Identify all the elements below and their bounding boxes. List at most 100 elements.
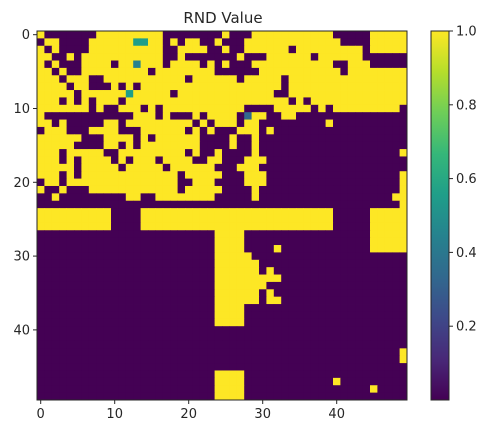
heatmap-cell bbox=[74, 38, 82, 47]
heatmap-cell bbox=[155, 363, 164, 371]
heatmap-cell bbox=[325, 104, 334, 113]
heatmap-cell bbox=[355, 31, 363, 39]
heatmap-cell bbox=[185, 149, 193, 157]
heatmap-cell bbox=[155, 112, 164, 120]
heatmap-cell bbox=[310, 126, 319, 135]
heatmap-cell bbox=[236, 90, 245, 98]
heatmap-cell bbox=[377, 333, 386, 342]
heatmap-cell bbox=[214, 53, 223, 61]
heatmap-cell bbox=[37, 82, 45, 91]
heatmap-cell bbox=[155, 193, 164, 202]
heatmap-cell bbox=[81, 185, 90, 194]
heatmap-cell bbox=[222, 296, 230, 305]
heatmap-cell bbox=[281, 392, 289, 401]
heatmap-cell bbox=[140, 171, 149, 179]
heatmap-cell bbox=[347, 163, 356, 172]
heatmap-cell bbox=[177, 75, 186, 84]
heatmap-cell bbox=[170, 45, 178, 54]
heatmap-cell bbox=[111, 252, 119, 261]
heatmap-cell bbox=[162, 281, 171, 290]
heatmap-cell bbox=[66, 348, 75, 357]
heatmap-cell bbox=[236, 200, 245, 209]
heatmap-cell bbox=[118, 141, 127, 150]
heatmap-cell bbox=[303, 340, 312, 349]
heatmap-cell bbox=[244, 75, 252, 84]
heatmap-cell bbox=[74, 252, 82, 261]
heatmap-cell bbox=[273, 289, 282, 298]
heatmap-cell bbox=[251, 245, 260, 253]
heatmap-cell bbox=[362, 340, 371, 349]
heatmap-cell bbox=[251, 340, 260, 349]
heatmap-cell bbox=[148, 252, 156, 261]
heatmap-cell bbox=[229, 90, 238, 98]
heatmap-cell bbox=[133, 289, 141, 298]
heatmap-cell bbox=[318, 156, 326, 165]
heatmap-cell bbox=[281, 208, 289, 216]
heatmap-cell bbox=[133, 156, 141, 165]
heatmap-cell bbox=[118, 112, 127, 120]
heatmap-cell bbox=[244, 163, 252, 172]
heatmap-cell bbox=[333, 112, 341, 120]
heatmap-cell bbox=[103, 104, 112, 113]
heatmap-cell bbox=[148, 318, 156, 327]
heatmap-cell bbox=[362, 326, 371, 334]
heatmap-cell bbox=[259, 119, 267, 128]
heatmap-cell bbox=[251, 348, 260, 357]
heatmap-cell bbox=[155, 304, 164, 312]
heatmap-cell bbox=[214, 75, 223, 84]
heatmap-cell bbox=[96, 355, 104, 364]
heatmap-cell bbox=[222, 318, 230, 327]
heatmap-cell bbox=[355, 45, 363, 54]
heatmap-cell bbox=[81, 252, 90, 261]
heatmap-cell bbox=[192, 149, 201, 157]
heatmap-cell bbox=[296, 104, 304, 113]
heatmap-cell bbox=[273, 82, 282, 91]
heatmap-cell bbox=[251, 38, 260, 47]
heatmap-cell bbox=[325, 141, 334, 150]
heatmap-cell bbox=[185, 90, 193, 98]
heatmap-cell bbox=[399, 104, 408, 113]
heatmap-cell bbox=[170, 67, 178, 76]
heatmap-cell bbox=[384, 333, 393, 342]
heatmap-cell bbox=[392, 274, 400, 283]
heatmap-cell bbox=[125, 67, 134, 76]
heatmap-cell bbox=[244, 171, 252, 179]
heatmap-cell bbox=[66, 38, 75, 47]
heatmap-cell bbox=[185, 318, 193, 327]
heatmap-cell bbox=[140, 355, 149, 364]
heatmap-cell bbox=[303, 267, 312, 275]
heatmap-cell bbox=[103, 171, 112, 179]
heatmap-cell bbox=[81, 289, 90, 298]
heatmap-cell bbox=[259, 149, 267, 157]
heatmap-cell bbox=[347, 178, 356, 187]
heatmap-cell bbox=[192, 222, 201, 231]
heatmap-cell bbox=[236, 149, 245, 157]
heatmap-cell bbox=[133, 141, 141, 150]
heatmap-cell bbox=[222, 245, 230, 253]
heatmap-cell bbox=[229, 149, 238, 157]
heatmap-cell bbox=[355, 185, 363, 194]
heatmap-cell bbox=[229, 208, 238, 216]
heatmap-cell bbox=[96, 392, 104, 401]
heatmap-cell bbox=[273, 340, 282, 349]
heatmap-cell bbox=[88, 163, 97, 172]
heatmap-cell bbox=[229, 333, 238, 342]
heatmap-cell bbox=[170, 281, 178, 290]
heatmap-cell bbox=[162, 82, 171, 91]
heatmap-cell bbox=[384, 178, 393, 187]
heatmap-cell bbox=[303, 90, 312, 98]
heatmap-cell bbox=[192, 67, 201, 76]
heatmap-cell bbox=[118, 377, 127, 386]
heatmap-cell bbox=[103, 348, 112, 357]
heatmap-cell bbox=[377, 67, 386, 76]
heatmap-cell bbox=[66, 104, 75, 113]
heatmap-cell bbox=[310, 355, 319, 364]
heatmap-cell bbox=[370, 296, 378, 305]
heatmap-cell bbox=[222, 75, 230, 84]
heatmap-cell bbox=[177, 163, 186, 172]
heatmap-cell bbox=[288, 104, 297, 113]
heatmap-cell bbox=[288, 355, 297, 364]
heatmap-cell bbox=[392, 141, 400, 150]
heatmap-cell bbox=[162, 318, 171, 327]
heatmap-cell bbox=[51, 193, 60, 202]
